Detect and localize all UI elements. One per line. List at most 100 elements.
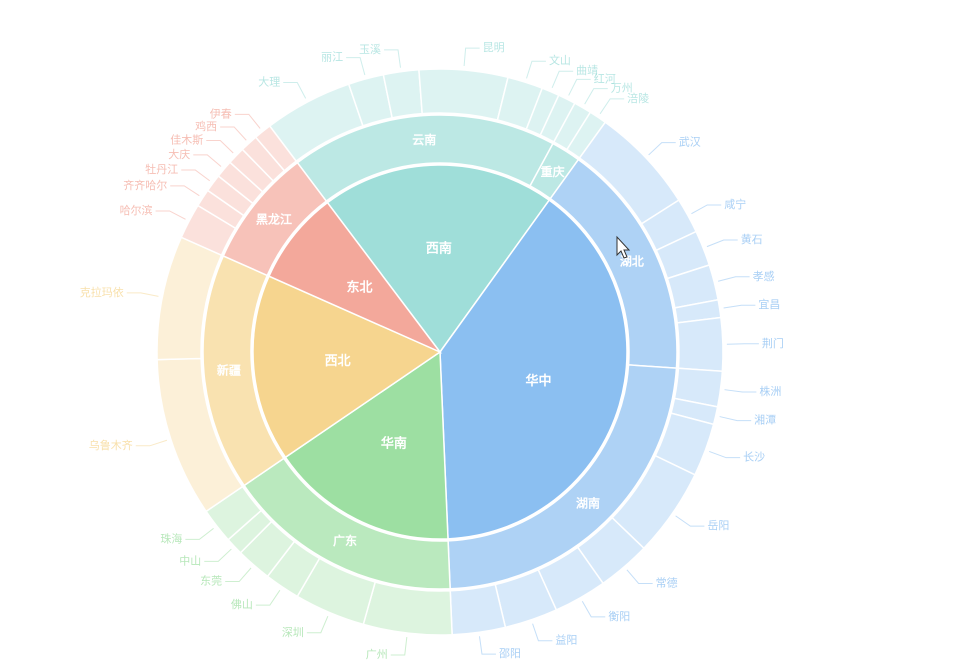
inner-segment bbox=[326, 164, 551, 354]
leader-line bbox=[234, 113, 261, 129]
leader-line bbox=[181, 169, 210, 182]
leaf-label: 衡阳 bbox=[608, 610, 630, 623]
leaf-label: 长沙 bbox=[743, 451, 765, 464]
middle-label: 新疆 bbox=[217, 363, 241, 378]
leaf-label: 玉溪 bbox=[359, 43, 381, 56]
leader-line bbox=[723, 304, 756, 309]
leader-line bbox=[463, 47, 480, 67]
leaf-label: 深圳 bbox=[282, 626, 304, 639]
leaf-label: 涪陵 bbox=[627, 91, 649, 105]
leader-line bbox=[135, 439, 168, 447]
outer-segment bbox=[676, 316, 724, 373]
leader-line bbox=[283, 81, 307, 99]
leader-line bbox=[346, 57, 366, 76]
leader-line bbox=[599, 98, 625, 115]
inner-label: 华南 bbox=[381, 435, 407, 451]
inner-label: 西南 bbox=[426, 241, 452, 257]
inner-segment bbox=[268, 201, 443, 354]
leader-line bbox=[390, 637, 408, 656]
leader-line bbox=[206, 139, 234, 154]
leaf-label: 伊春 bbox=[210, 107, 232, 120]
leaf-label: 邵阳 bbox=[499, 647, 521, 660]
leader-line bbox=[204, 548, 232, 562]
leader-line bbox=[568, 78, 591, 96]
leader-line bbox=[584, 88, 608, 105]
leader-line bbox=[626, 569, 653, 584]
leaf-label: 宜昌 bbox=[758, 297, 780, 311]
leader-line bbox=[478, 636, 496, 655]
leader-line bbox=[185, 527, 214, 540]
leader-line bbox=[706, 239, 738, 248]
leaf-label: 佛山 bbox=[231, 598, 253, 611]
leaf-label: 万州 bbox=[611, 82, 633, 95]
middle-label: 云南 bbox=[412, 132, 436, 147]
leader-line bbox=[193, 154, 222, 167]
leaf-label: 珠海 bbox=[160, 531, 182, 545]
leaf-label: 中山 bbox=[179, 554, 201, 567]
leaf-label: 牡丹江 bbox=[145, 162, 178, 176]
leader-line bbox=[719, 416, 752, 422]
inner-segment bbox=[284, 350, 449, 540]
leader-line bbox=[551, 70, 574, 89]
leader-line bbox=[724, 389, 757, 393]
inner-label: 西北 bbox=[325, 354, 351, 369]
leaf-label: 岳阳 bbox=[707, 519, 729, 532]
leaf-label: 大庆 bbox=[168, 147, 190, 161]
leader-line bbox=[691, 204, 722, 215]
middle-label: 重庆 bbox=[541, 164, 565, 179]
leaf-label: 广州 bbox=[366, 648, 388, 661]
leader-line bbox=[306, 615, 329, 634]
leader-line bbox=[220, 126, 247, 141]
middle-label: 湖南 bbox=[576, 495, 600, 510]
middle-segment bbox=[222, 161, 328, 277]
leaf-label: 大理 bbox=[258, 74, 280, 88]
leader-line bbox=[255, 589, 281, 606]
leaf-label: 益阳 bbox=[555, 633, 577, 647]
outer-segment bbox=[254, 124, 298, 172]
leader-line bbox=[581, 600, 606, 618]
leaf-label: 咸宁 bbox=[724, 197, 746, 211]
leaf-label: 鸡西 bbox=[195, 119, 217, 133]
leaf-label: 克拉玛依 bbox=[80, 285, 124, 299]
leaf-label: 乌鲁木齐 bbox=[89, 438, 133, 452]
outer-segment bbox=[449, 583, 507, 636]
leaf-label: 株洲 bbox=[759, 384, 781, 398]
inner-label: 华中 bbox=[526, 373, 552, 389]
inner-label: 东北 bbox=[346, 280, 372, 296]
leaf-label: 齐齐哈尔 bbox=[123, 178, 167, 192]
leaf-label: 武汉 bbox=[679, 136, 701, 149]
leaf-label: 昆明 bbox=[483, 41, 505, 54]
leader-line bbox=[526, 60, 546, 79]
leader-line bbox=[709, 450, 741, 459]
leader-line bbox=[126, 292, 159, 297]
leader-line bbox=[718, 276, 750, 282]
leader-line bbox=[170, 185, 200, 197]
leaf-label: 荆门 bbox=[762, 336, 784, 350]
mouse-cursor bbox=[616, 235, 631, 259]
leaf-label: 黄石 bbox=[741, 232, 763, 246]
leaf-label: 文山 bbox=[549, 53, 571, 67]
leaf-label: 湘潭 bbox=[754, 413, 776, 427]
outer-segment bbox=[418, 68, 509, 121]
leader-line bbox=[155, 210, 186, 220]
outer-segment bbox=[362, 581, 453, 636]
leaf-label: 东莞 bbox=[200, 575, 222, 588]
leaf-label: 常德 bbox=[656, 575, 678, 589]
leaf-label: 佳木斯 bbox=[170, 132, 203, 146]
leader-line bbox=[675, 515, 705, 527]
leader-line bbox=[384, 49, 402, 68]
middle-label: 广东 bbox=[333, 533, 357, 548]
leaf-label: 哈尔滨 bbox=[120, 203, 153, 217]
leaf-label: 曲靖 bbox=[576, 64, 598, 77]
inner-segment bbox=[439, 199, 628, 540]
leader-line bbox=[648, 142, 676, 156]
leaf-label: 红河 bbox=[594, 72, 616, 85]
middle-label: 黑龙江 bbox=[256, 212, 292, 227]
leader-line bbox=[532, 623, 553, 642]
leaf-label: 丽江 bbox=[321, 51, 343, 64]
leader-line bbox=[225, 567, 252, 583]
leaf-label: 孝感 bbox=[753, 270, 775, 283]
inner-segment bbox=[252, 275, 442, 459]
